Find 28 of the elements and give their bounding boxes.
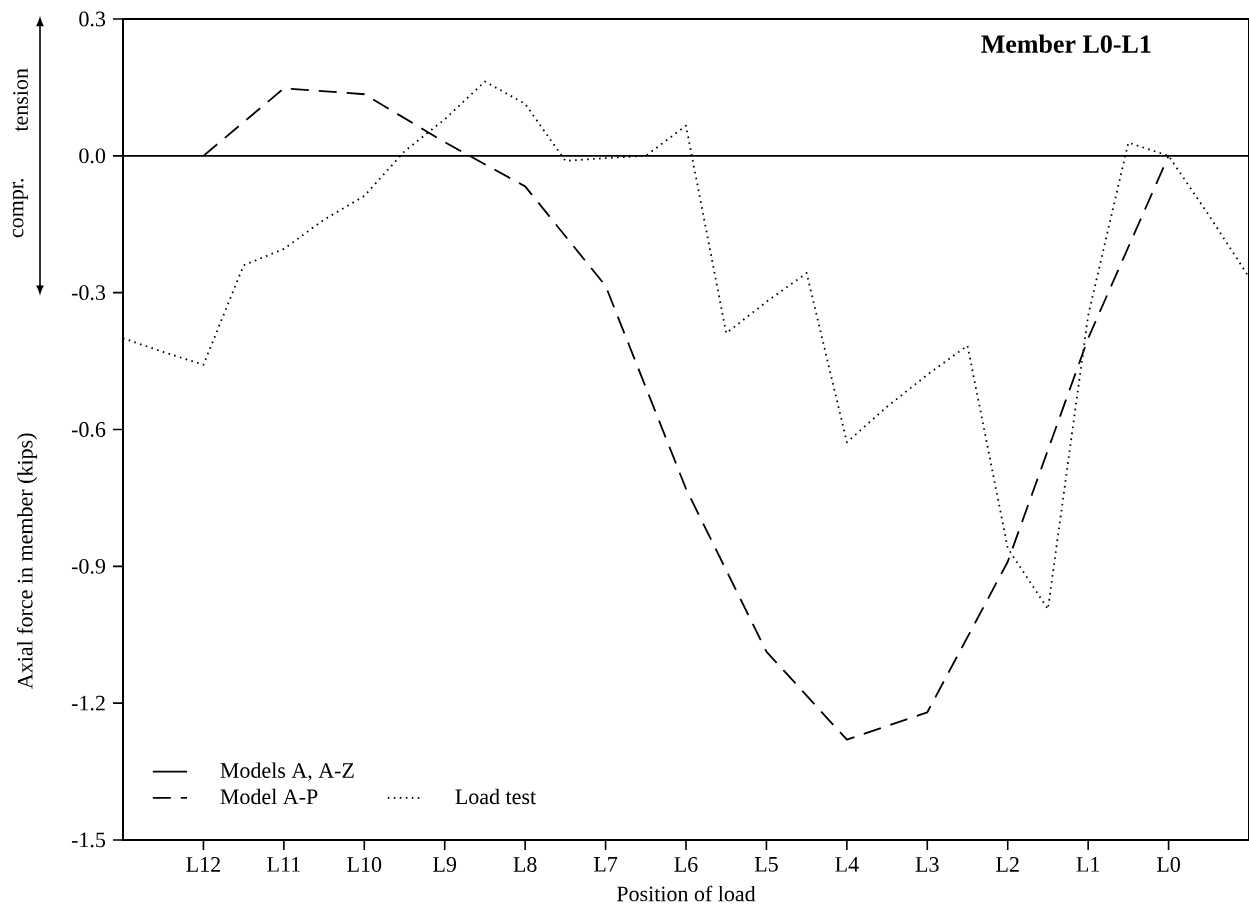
legend-label: Load test <box>455 788 536 805</box>
y-tick-label: 0.0 <box>79 148 106 164</box>
text: compr. <box>12 179 28 238</box>
y-tick-label: -0.9 <box>71 558 106 574</box>
chart-title: Member L0-L1 <box>981 34 1151 53</box>
x-tick-label: L8 <box>513 857 537 872</box>
x-tick-label: L5 <box>754 857 778 872</box>
text: tension <box>13 68 28 132</box>
x-tick-label: L2 <box>996 857 1019 872</box>
x-axis-title: Position of load <box>616 885 756 902</box>
y-axis-title: Axial force in member (kips) <box>16 433 38 689</box>
x-tick-label: L9 <box>433 857 457 872</box>
y-tick-label: -0.6 <box>71 422 106 437</box>
x-tick-label: L10 <box>347 857 382 872</box>
x-tick-label: L3 <box>915 857 939 872</box>
x-tick-label: L1 <box>1076 857 1100 872</box>
y-tick-label: -0.3 <box>71 285 106 301</box>
x-tick-label: L6 <box>674 857 698 872</box>
x-tick-label: L7 <box>593 857 618 872</box>
x-tick-label: L0 <box>1156 857 1180 872</box>
x-tick-label: L12 <box>186 857 220 872</box>
x-tick-label: L11 <box>267 857 300 872</box>
legend-label: Models A, A-Z <box>220 762 354 782</box>
y-tick-label: 0.3 <box>79 11 106 27</box>
x-tick-label: L4 <box>835 857 859 872</box>
legend-label: Model A-P <box>220 788 318 805</box>
y-tick-label: -1.5 <box>71 832 106 848</box>
y-tick-label: -1.2 <box>71 695 105 711</box>
